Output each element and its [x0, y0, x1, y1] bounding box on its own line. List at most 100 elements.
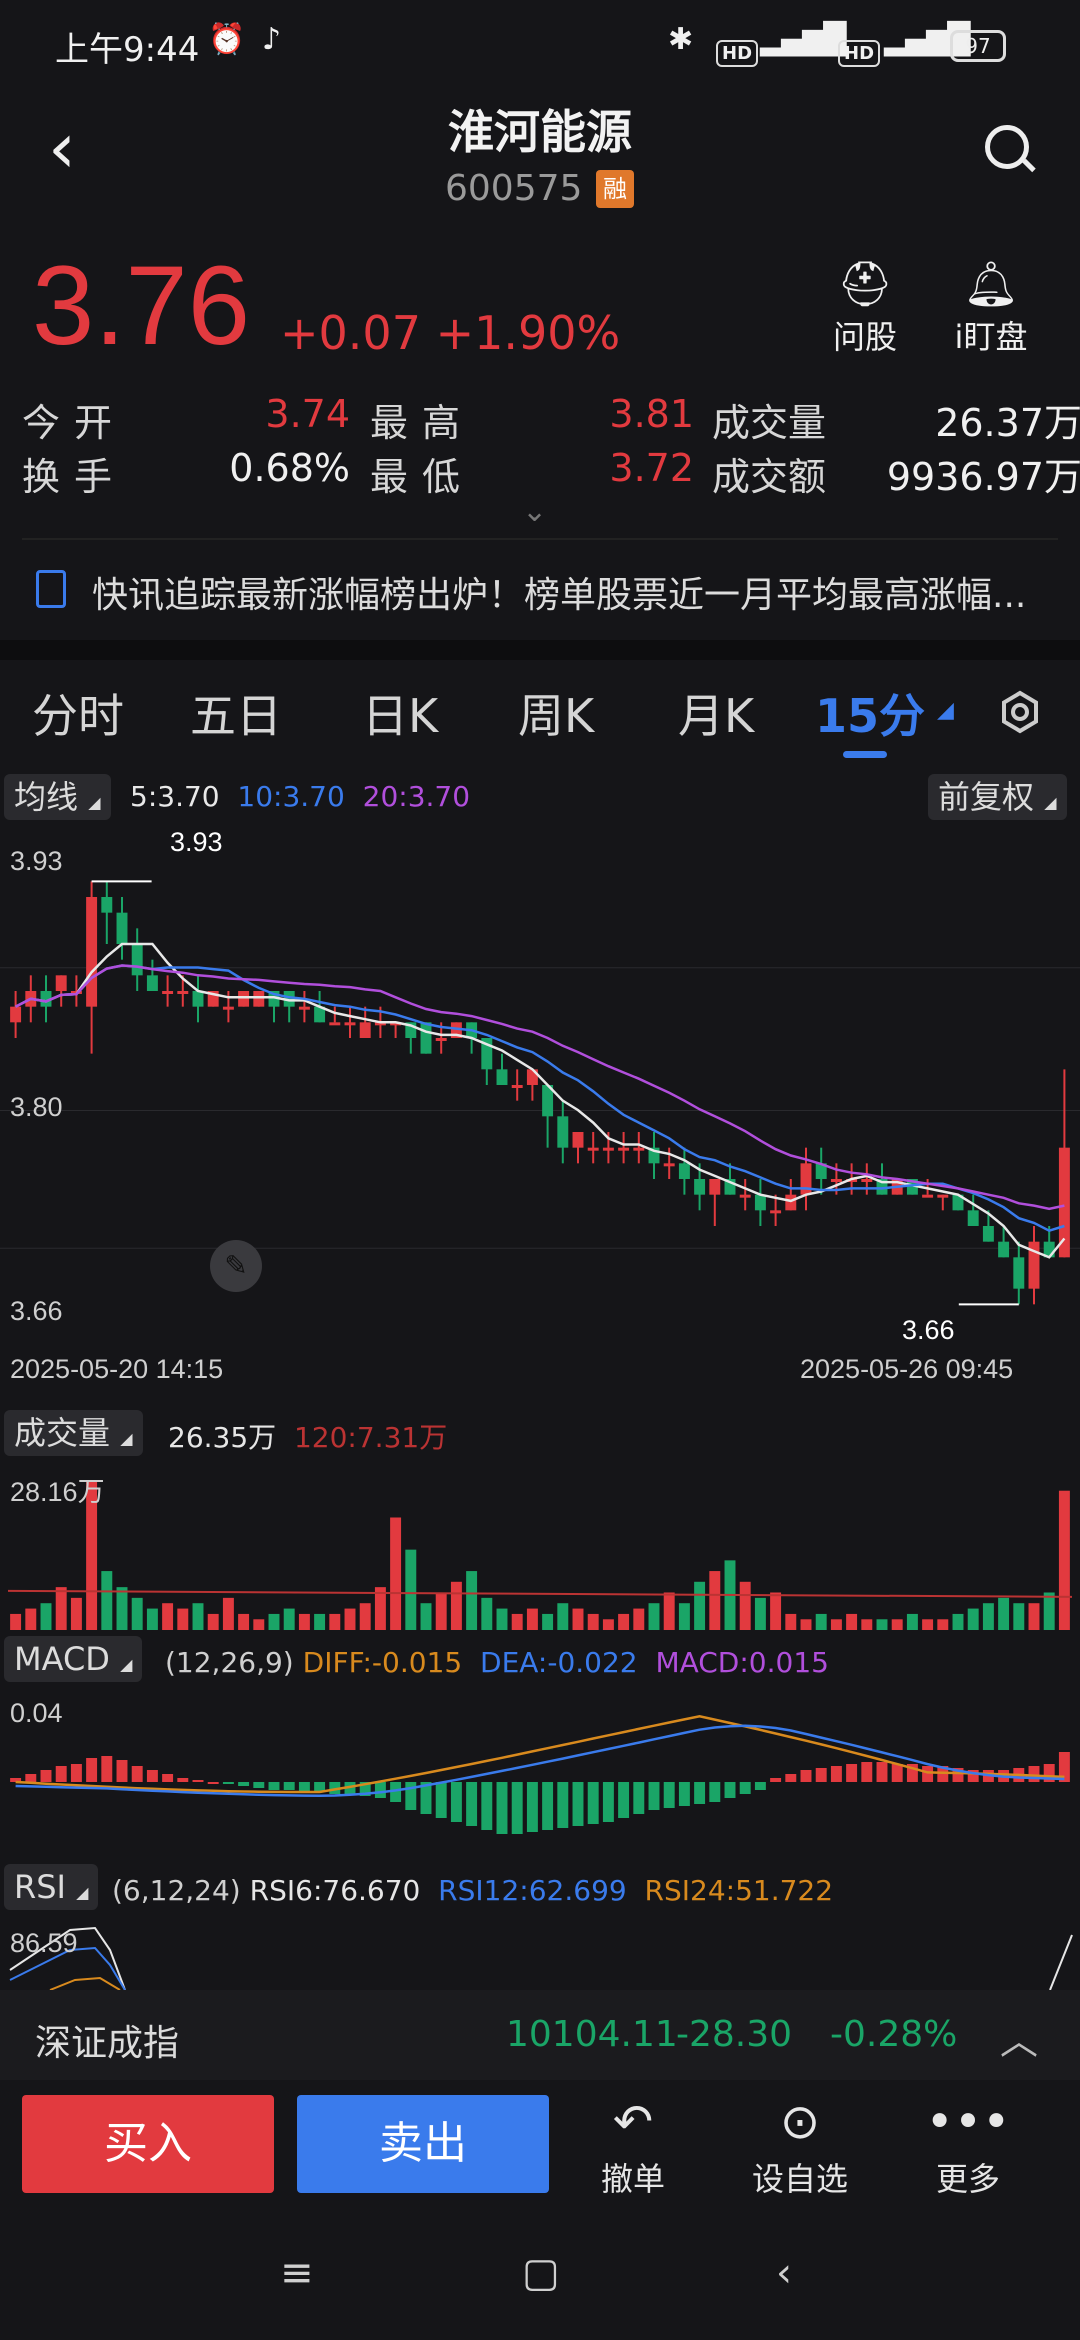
tab-daily-k[interactable]: 日K	[362, 689, 439, 743]
macd-bar	[967, 1770, 979, 1782]
candle-body	[754, 1194, 766, 1211]
volume-bar	[466, 1571, 478, 1630]
back-icon[interactable]: ‹	[48, 107, 76, 189]
macd-bar	[390, 1782, 402, 1802]
volume-bar	[511, 1613, 523, 1630]
macd-selector[interactable]: MACD ◢	[4, 1636, 143, 1682]
expand-chevron-icon[interactable]: ⌄	[522, 494, 548, 529]
draw-tool-icon[interactable]: ✎	[210, 1240, 262, 1292]
status-time: 上午9:44	[55, 30, 200, 70]
candle-body	[876, 1179, 888, 1195]
rsi24-value: RSI24:51.722	[644, 1874, 834, 1907]
rsi-top-label: 86.59	[10, 1928, 78, 1958]
macd-bar	[846, 1764, 858, 1782]
tab-5day[interactable]: 五日	[190, 689, 282, 743]
macd-bar	[709, 1782, 721, 1802]
macd-bar	[70, 1764, 82, 1782]
candle-body	[268, 991, 280, 1007]
period-tabs: 分时 五日 日K 周K 月K 15分 ◢	[0, 680, 1080, 760]
buy-button[interactable]: 买入	[22, 2095, 274, 2193]
volume-bar	[283, 1608, 295, 1630]
macd-legend: (12,26,9) DIFF:-0.015 DEA:-0.022 MACD:0.…	[165, 1646, 829, 1679]
stock-name: 淮河能源	[448, 105, 632, 159]
volume-selector[interactable]: 成交量 ◢	[4, 1410, 143, 1456]
tab-monthly-k[interactable]: 月K	[678, 689, 755, 743]
macd-params: (12,26,9)	[165, 1646, 294, 1679]
macd-chart	[10, 1715, 1070, 1834]
home-nav-icon[interactable]: ▢	[522, 2250, 560, 2296]
volume-bar	[162, 1603, 174, 1630]
adjust-selector[interactable]: 前复权 ◢	[928, 774, 1067, 820]
candlestick-chart[interactable]	[0, 830, 1080, 1340]
candle-body	[1028, 1241, 1040, 1289]
macd-bar	[374, 1782, 386, 1798]
add-watchlist-button[interactable]: ⊙ 设自选	[745, 2090, 855, 2200]
candle-body	[602, 1147, 614, 1151]
index-pct: -0.28%	[830, 2014, 958, 2055]
chevron-up-icon[interactable]: ︿	[1000, 2019, 1039, 2063]
macd-bar	[10, 1778, 22, 1782]
ma-selector[interactable]: 均线 ◢	[4, 774, 111, 820]
stat-high-value: 3.81	[609, 392, 694, 436]
stat-amount-value: 9936.97万	[886, 455, 1080, 499]
volume-bar	[238, 1613, 250, 1630]
candle-body	[982, 1226, 994, 1242]
menu-nav-icon[interactable]: ≡	[280, 2250, 314, 2296]
tab-weekly-k[interactable]: 周K	[518, 689, 595, 743]
ma5-value: 5:3.70	[130, 780, 220, 813]
candle-body	[572, 1132, 584, 1148]
volume-bar	[891, 1619, 903, 1630]
volume-bar	[40, 1603, 52, 1630]
candle-body	[800, 1163, 812, 1195]
macd-bar	[1028, 1766, 1040, 1782]
macd-bar	[557, 1782, 569, 1828]
cancel-order-button[interactable]: ↶ 撤单	[578, 2090, 688, 2200]
macd-bar	[937, 1766, 949, 1782]
index-value: 10104.11	[506, 2014, 678, 2055]
macd-bar	[511, 1782, 523, 1834]
candle-body	[359, 1022, 371, 1038]
stat-amount-label: 成交额	[712, 455, 827, 499]
index-bar[interactable]	[0, 1990, 1080, 2080]
volume-bar	[314, 1613, 326, 1630]
candle-body	[177, 991, 189, 994]
ask-stock-button[interactable]: ⛑ 问股	[810, 258, 920, 358]
tiktok-icon: ♪	[262, 22, 282, 57]
more-circle-icon: ⊙	[779, 2094, 821, 2150]
candle-body	[770, 1210, 782, 1214]
ma20-value: 20:3.70	[362, 780, 471, 813]
back-nav-icon[interactable]: ‹	[776, 2250, 792, 2296]
candle-body	[496, 1069, 508, 1085]
candle-body	[1043, 1241, 1055, 1258]
macd-bar	[359, 1782, 371, 1796]
tab-intraday[interactable]: 分时	[32, 689, 124, 743]
macd-bar	[450, 1782, 462, 1822]
sell-button[interactable]: 卖出	[297, 2095, 549, 2193]
more-button[interactable]: ••• 更多	[913, 2090, 1023, 2200]
candle-body	[1058, 1147, 1070, 1258]
person-icon: ⛑	[837, 259, 893, 310]
stat-open-value: 3.74	[265, 392, 350, 436]
macd-bar	[785, 1774, 797, 1782]
volume-bar	[967, 1608, 979, 1630]
status-bar: 上午9:44 ⏰ ♪ ✱ HD ▂▄▆█ HD ▂▄▆█ 97	[0, 0, 1080, 90]
last-price: 3.76	[32, 243, 250, 368]
news-ticker[interactable]: 快讯追踪最新涨幅榜出炉！榜单股票近一月平均最高涨幅...	[92, 575, 1027, 616]
macd-bar	[906, 1764, 918, 1782]
volume-bar	[450, 1581, 462, 1630]
settings-icon[interactable]	[998, 690, 1042, 734]
search-icon[interactable]	[985, 125, 1029, 169]
macd-bar	[253, 1782, 265, 1788]
volume-bar	[390, 1517, 402, 1630]
tab-dropdown-icon[interactable]: ◢	[937, 698, 954, 723]
volume-bar	[602, 1619, 614, 1630]
tab-15min[interactable]: 15分	[815, 689, 926, 743]
macd-bar	[815, 1768, 827, 1782]
macd-bar	[694, 1782, 706, 1804]
volume-bar	[633, 1608, 645, 1630]
signal-icon-2: ▂▄▆█	[884, 22, 970, 57]
rsi-selector[interactable]: RSI ◢	[4, 1864, 99, 1910]
watch-button[interactable]: 🔔︎ i盯盘	[936, 258, 1046, 358]
volume-ma-value: 120:7.31万	[293, 1421, 448, 1454]
candle-body	[390, 1022, 402, 1026]
